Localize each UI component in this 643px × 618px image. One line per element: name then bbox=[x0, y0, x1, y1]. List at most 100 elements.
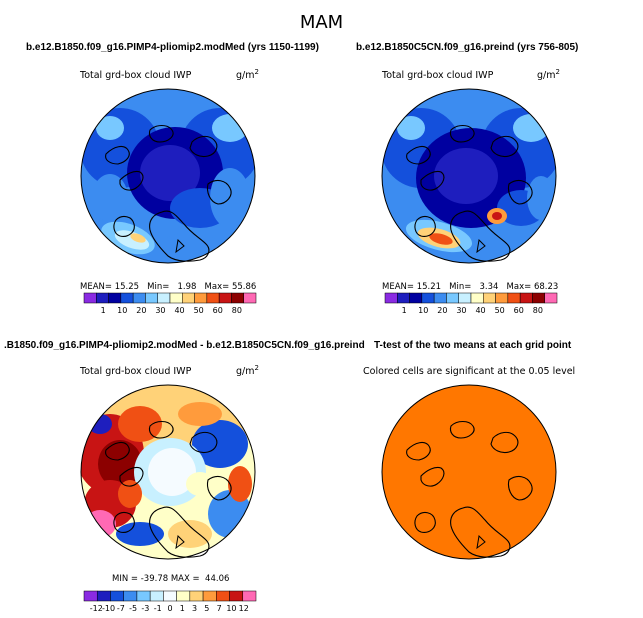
map3-field-patch bbox=[168, 520, 212, 548]
map2-field-patch bbox=[434, 148, 498, 204]
cb2-box bbox=[397, 292, 410, 304]
cb3-tick-label: -10 bbox=[102, 604, 115, 613]
map3-coastline bbox=[206, 475, 232, 501]
cb1-tick-label: 20 bbox=[136, 306, 146, 315]
cb3-box bbox=[123, 590, 138, 602]
map1-field-patch bbox=[210, 168, 250, 228]
map1-field bbox=[81, 89, 255, 263]
map2-coastline bbox=[449, 124, 475, 143]
map3-field-patch bbox=[186, 472, 214, 496]
cb3-tick-label: 3 bbox=[192, 604, 197, 613]
map3-field-patch bbox=[178, 402, 222, 426]
panel4-polar-map bbox=[381, 384, 557, 560]
map3-field-patch bbox=[228, 466, 252, 502]
panel1-title: b.e12.B1850.f09_g16.PIMP4-pliomip2.modMe… bbox=[26, 42, 319, 53]
map4-field bbox=[382, 385, 556, 559]
cb1-tick-label: 80 bbox=[232, 306, 242, 315]
cb2-tick-label: 80 bbox=[533, 306, 543, 315]
cb3-tick-label: 7 bbox=[217, 604, 222, 613]
map3-field-patch bbox=[118, 406, 162, 442]
panel2-units: g/m2 bbox=[537, 68, 560, 82]
map1-field-patch bbox=[130, 233, 146, 243]
map4-coastline bbox=[420, 466, 445, 487]
map1-coastline bbox=[113, 215, 135, 237]
cb1-box bbox=[194, 292, 208, 304]
map3-coastline bbox=[189, 431, 218, 454]
season-title: MAM bbox=[299, 12, 344, 33]
panel2-stats: MEAN= 15.21 Min= 3.34 Max= 68.23 bbox=[382, 282, 559, 292]
panel2-polar-map bbox=[381, 88, 557, 264]
panel1-polar-map bbox=[80, 88, 256, 264]
map3-coastline bbox=[105, 441, 130, 461]
cb3-box bbox=[83, 590, 98, 602]
map2-coastline bbox=[420, 170, 445, 191]
panel1-units: g/m2 bbox=[236, 68, 259, 82]
cb1-tick-label: 40 bbox=[174, 306, 184, 315]
cb1-tick-label: 50 bbox=[194, 306, 204, 315]
map1-coastline bbox=[149, 210, 210, 262]
map1-field-patch bbox=[140, 145, 200, 201]
map4-coastline bbox=[414, 511, 436, 533]
cb3-box bbox=[229, 590, 244, 602]
panel4-title: T-test of the two means at each grid poi… bbox=[374, 340, 572, 351]
map1-field-patch bbox=[92, 174, 128, 222]
panel3-units: g/m2 bbox=[236, 364, 259, 378]
panel3-polar-map bbox=[80, 384, 256, 560]
cb3-tick-label: -1 bbox=[154, 604, 162, 613]
cb2-box bbox=[470, 292, 484, 304]
cb3-box bbox=[176, 590, 191, 602]
cb2-tick-label: 10 bbox=[418, 306, 428, 315]
cb2-box bbox=[519, 292, 533, 304]
cb1-tick-label: 10 bbox=[117, 306, 127, 315]
map1-field-patch bbox=[114, 230, 150, 250]
cb2-box bbox=[421, 292, 435, 304]
cb3-tick-label: 0 bbox=[167, 604, 172, 613]
map3-coastline bbox=[119, 466, 144, 487]
panel3-subtitle: Total grd-box cloud IWP bbox=[80, 366, 192, 377]
panel3-title: .B1850.f09_g16.PIMP4-pliomip2.modMed - b… bbox=[4, 340, 365, 351]
cb1-box bbox=[96, 292, 109, 304]
map2-field-patch bbox=[397, 116, 425, 140]
cb1-box bbox=[169, 292, 183, 304]
cb2-box bbox=[483, 292, 496, 304]
cb3-tick-label: -3 bbox=[141, 604, 149, 613]
map3-field-patch bbox=[116, 522, 164, 546]
cb1-box bbox=[157, 292, 171, 304]
cb2-box bbox=[384, 292, 398, 304]
cb3-box bbox=[189, 590, 204, 602]
map3-coastline bbox=[149, 506, 210, 558]
panel2-subtitle: Total grd-box cloud IWP bbox=[382, 70, 494, 81]
map2-coastline bbox=[507, 179, 533, 205]
panel3-stats: MIN = -39.78 MAX = 44.06 bbox=[112, 574, 230, 584]
cb1-box bbox=[132, 292, 146, 304]
cb1-box bbox=[231, 292, 244, 304]
cb1-tick-label: 60 bbox=[213, 306, 223, 315]
map2-field-patch bbox=[429, 233, 453, 245]
map1-coastline bbox=[206, 179, 232, 205]
cb3-tick-label: 1 bbox=[180, 604, 185, 613]
cb1-box bbox=[120, 292, 134, 304]
cb1-box bbox=[243, 292, 257, 304]
cb2-box bbox=[409, 292, 423, 304]
map2-coastline bbox=[450, 210, 511, 262]
cb2-tick-label: 40 bbox=[475, 306, 485, 315]
map1-field-patch bbox=[160, 232, 220, 263]
cb3-tick-label: 12 bbox=[239, 604, 249, 613]
map3-coastline bbox=[148, 420, 174, 439]
cb1-tick-label: 1 bbox=[101, 306, 106, 315]
cb1-box bbox=[83, 292, 97, 304]
map4-coastline bbox=[406, 441, 431, 461]
map1-coastline bbox=[148, 124, 174, 143]
map3-coastline bbox=[113, 511, 135, 533]
map2-field-patch bbox=[527, 176, 555, 220]
cb3-tick-label: 5 bbox=[204, 604, 209, 613]
cb1-box bbox=[206, 292, 220, 304]
cb2-box bbox=[544, 292, 558, 304]
panel1-stats: MEAN= 15.25 Min= 1.98 Max= 55.86 bbox=[80, 282, 257, 292]
cb1-box bbox=[108, 292, 122, 304]
map4-field-background bbox=[382, 385, 556, 559]
map2-coastline bbox=[406, 145, 431, 165]
cb3-box bbox=[216, 590, 230, 602]
cb2-tick-label: 60 bbox=[514, 306, 524, 315]
cb3-box bbox=[202, 590, 217, 602]
